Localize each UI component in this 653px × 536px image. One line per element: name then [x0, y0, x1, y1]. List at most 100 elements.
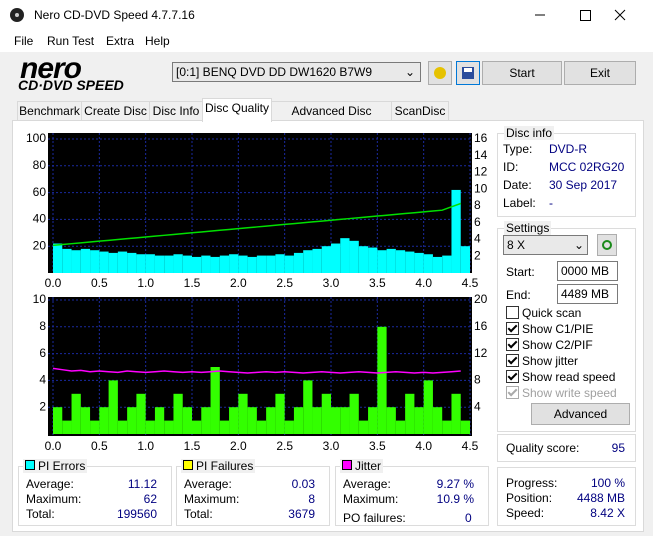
bar	[331, 407, 341, 434]
checkbox-label: Quick scan	[522, 306, 582, 320]
bar	[405, 251, 415, 273]
menu-item[interactable]: Help	[145, 34, 170, 48]
bar	[256, 420, 267, 434]
bar	[192, 420, 202, 434]
plot-background	[48, 297, 472, 436]
group-title: Settings	[504, 221, 552, 235]
plot-background	[48, 133, 472, 273]
bar	[386, 248, 396, 273]
bar	[266, 255, 276, 273]
end-input[interactable]: 4489 MB	[557, 284, 618, 304]
checkbox[interactable]	[506, 322, 519, 335]
quality-box: Quality score: 95	[497, 434, 636, 462]
x-tick-label: 1.0	[137, 276, 154, 290]
bar	[451, 393, 461, 434]
checkbox[interactable]	[506, 338, 519, 351]
bar	[127, 407, 137, 434]
menu-item[interactable]: File	[14, 34, 34, 48]
stats-group: Jitter Average: 9.27 % Maximum: 10.9 %	[335, 459, 489, 526]
title-bar: Nero CD-DVD Speed 4.7.7.16	[0, 0, 653, 30]
bar	[99, 407, 109, 434]
bar	[210, 367, 220, 434]
stats-value: 9.27 %	[436, 477, 474, 491]
drive-select[interactable]: [0:1] BENQ DVD DD DW1620 B7W9 ⌄	[172, 62, 421, 82]
start-label: Start:	[506, 265, 535, 279]
window-controls[interactable]	[510, 0, 653, 30]
advanced-button[interactable]: Advanced	[531, 403, 630, 425]
bar	[80, 248, 91, 273]
exit-button[interactable]: Exit	[564, 61, 636, 85]
info-label: Type:	[503, 142, 533, 156]
bar	[136, 254, 146, 273]
quality-label: Quality score:	[506, 441, 580, 455]
checkbox-label: Show jitter	[522, 354, 579, 368]
y-tick-label: 10	[33, 292, 47, 306]
checkbox-row[interactable]: Quick scan	[506, 306, 626, 320]
y2-tick-label: 20	[474, 292, 488, 306]
bar	[62, 420, 72, 434]
progress-box: Progress: 100 % Position: 4488 MB Speed: 8.42…	[497, 467, 636, 526]
drive-name: [0:1] BENQ DVD DD DW1620 B7W9	[176, 65, 373, 79]
bar	[247, 407, 257, 434]
po-value: 0	[465, 511, 472, 525]
menu-item[interactable]: Extra	[106, 34, 135, 48]
y2-tick-label: 10	[474, 181, 488, 195]
bar	[108, 252, 118, 273]
y2-tick-label: 8	[474, 373, 481, 387]
y-tick-label: 8	[39, 319, 46, 333]
speed-select[interactable]: 8 X ⌄	[503, 235, 588, 255]
bar	[154, 407, 165, 434]
menu-item[interactable]: Run Test	[47, 34, 95, 48]
bar	[53, 407, 63, 434]
app-icon	[10, 8, 24, 22]
bar	[247, 256, 257, 273]
bar	[423, 254, 433, 273]
bar	[71, 393, 81, 434]
stats-label: Maximum:	[343, 492, 399, 506]
refresh-button[interactable]	[597, 234, 617, 256]
bar	[358, 420, 369, 434]
checkbox	[506, 386, 519, 399]
bar	[377, 326, 387, 434]
tab[interactable]: Disc Quality	[202, 98, 272, 122]
start-input[interactable]: 0000 MB	[557, 261, 618, 281]
line	[52, 202, 461, 247]
checkbox-row[interactable]: Show C1/PIE	[506, 322, 626, 336]
bar	[331, 243, 341, 273]
save-button[interactable]	[456, 61, 480, 85]
bar	[164, 420, 174, 434]
x-tick-label: 4.5	[462, 439, 479, 453]
tab[interactable]: Benchmark	[17, 101, 82, 121]
x-tick-label: 4.0	[415, 276, 432, 290]
checkbox[interactable]	[506, 370, 519, 383]
stats-label: Total:	[26, 507, 55, 521]
bar	[117, 420, 128, 434]
stats-label: Average:	[26, 477, 74, 491]
tab[interactable]: ScanDisc	[391, 101, 449, 121]
bar	[414, 407, 424, 434]
checkbox-row[interactable]: Show C2/PIF	[506, 338, 626, 352]
start-button[interactable]: Start	[482, 61, 562, 85]
eject-button[interactable]	[428, 61, 452, 85]
color-swatch	[342, 460, 352, 470]
color-swatch	[183, 460, 193, 470]
tab[interactable]: Disc Info	[149, 101, 203, 121]
checkbox-row[interactable]: Show read speed	[506, 370, 626, 384]
stats-title: PI Failures	[196, 459, 254, 473]
bar	[395, 250, 406, 273]
x-tick-label: 2.0	[230, 276, 247, 290]
info-label: Label:	[503, 196, 536, 210]
y2-tick-label: 4	[474, 232, 481, 246]
y-tick-label: 4	[39, 373, 46, 387]
bar	[358, 246, 369, 273]
bar	[238, 255, 248, 273]
bar	[238, 393, 248, 434]
checkbox[interactable]	[506, 354, 519, 367]
stats-value: 62	[143, 492, 157, 506]
y2-tick-label: 14	[474, 148, 488, 162]
checkbox[interactable]	[506, 306, 519, 319]
bar	[182, 407, 192, 434]
checkbox-row[interactable]: Show jitter	[506, 354, 626, 368]
bar	[284, 420, 294, 434]
